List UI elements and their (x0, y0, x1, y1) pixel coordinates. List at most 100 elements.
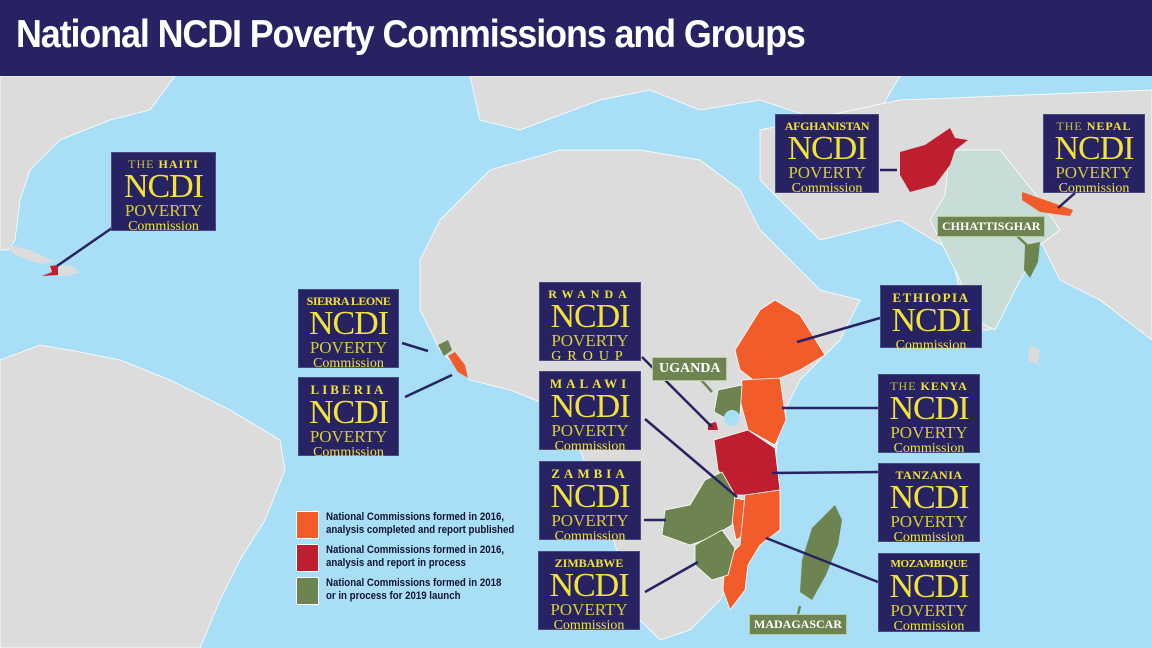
chhattisgarh-highlight (1024, 242, 1040, 278)
panel-country: AFGHANISTAN (784, 119, 870, 133)
liberia-commission-panel[interactable]: LIBERIA NCDI POVERTY Commission (298, 377, 399, 460)
panel-prefix: THE (890, 379, 921, 393)
title-bar: National NCDI Poverty Commissions and Gr… (0, 0, 1152, 76)
panel-country: KENYA (920, 379, 968, 393)
mozambique-commission-panel[interactable]: MOZAMBIQUE NCDI POVERTY Commission (878, 553, 980, 634)
panel-ncdi: NCDI (308, 394, 389, 431)
legend-swatch-red (296, 544, 319, 572)
rwanda-group-panel[interactable]: RWANDA NCDI POVERTY GROUP (539, 282, 641, 364)
cuba-land (5, 244, 55, 264)
panel-poverty: POVERTY (124, 201, 203, 220)
legend-swatch-green (296, 577, 319, 605)
madagascar-highlight (800, 505, 842, 600)
panel-ncdi: NCDI (889, 479, 969, 516)
sierra-leone-leader-line (401, 341, 429, 353)
panel-poverty: POVERTY (551, 331, 629, 350)
legend-line: National Commissions formed in 2018 (326, 577, 502, 589)
sierra-leone-commission-panel[interactable]: SIERRA LEONE NCDI POVERTY Commission (298, 289, 399, 371)
legend-item-new: National Commissions formed in 2018 or i… (296, 577, 540, 605)
tag-label: CHHATTISGHAR (942, 219, 1041, 233)
panel-commission: Commission (553, 618, 625, 633)
malawi-commission-panel[interactable]: MALAWI NCDI POVERTY Commission (539, 371, 641, 454)
sri-lanka-land (1028, 345, 1040, 365)
legend-line: analysis and report in process (326, 557, 466, 569)
chhattisghar-tag[interactable]: CHHATTISGHAR (937, 216, 1046, 237)
tag-label: MADAGASCAR (754, 617, 842, 631)
north-america-land (0, 76, 176, 251)
panel-country: ZIMBABWE (554, 556, 624, 570)
panel-commission: Commission (313, 356, 384, 371)
ethiopia-highlight (734, 299, 826, 386)
panel-commission: Commission (1058, 181, 1130, 196)
panel-ncdi: NCDI (1054, 130, 1134, 167)
panel-commission: Commission (893, 619, 965, 634)
chhattisghar-leader-line (1016, 235, 1031, 249)
uganda-tag[interactable]: UGANDA (652, 357, 728, 381)
page-title: National NCDI Poverty Commissions and Gr… (16, 13, 806, 56)
panel-poverty: POVERTY (309, 338, 388, 357)
panel-poverty: POVERTY (550, 600, 628, 619)
panel-ncdi: NCDI (889, 390, 969, 427)
mozambique-leader-line (765, 536, 879, 584)
haiti-commission-panel[interactable]: THE HAITI NCDI POVERTY Commission (111, 152, 216, 234)
panel-poverty: POVERTY (309, 427, 388, 446)
panel-commission: Commission (893, 441, 965, 456)
haiti-highlight (42, 265, 58, 276)
legend-line: or in process for 2019 launch (326, 590, 461, 602)
nepal-leader-line (1057, 192, 1076, 209)
panel-ncdi: NCDI (550, 478, 630, 515)
panel-country: NEPAL (1086, 119, 1132, 133)
panel-ncdi: NCDI (891, 302, 971, 339)
panel-ncdi: NCDI (549, 567, 629, 604)
panel-commission: Commission (791, 181, 863, 196)
afghanistan-highlight (900, 128, 968, 192)
panel-country: RWANDA (548, 287, 632, 301)
sierra-leone-highlight (438, 340, 452, 356)
madagascar-leader-line (796, 605, 802, 615)
madagascar-tag[interactable]: MADAGASCAR (749, 614, 847, 635)
panel-ncdi: NCDI (550, 388, 630, 425)
ethiopia-commission-panel[interactable]: ETHIOPIA NCDI Commission (880, 285, 982, 353)
panel-country: LIBERIA (310, 382, 387, 397)
panel-commission: Commission (893, 530, 965, 545)
legend-swatch-orange (296, 511, 319, 539)
panel-commission: Commission (554, 439, 626, 454)
panel-commission: Commission (554, 529, 626, 544)
panel-ncdi: NCDI (889, 568, 969, 605)
map-legend: National Commissions formed in 2016, ana… (296, 511, 540, 610)
panel-country: SIERRA LEONE (306, 294, 391, 308)
liberia-leader-line (404, 373, 453, 399)
zimbabwe-leader-line (644, 560, 699, 594)
zambia-commission-panel[interactable]: ZAMBIA NCDI POVERTY Commission (539, 461, 641, 544)
liberia-highlight (448, 352, 468, 378)
panel-country: ETHIOPIA (892, 290, 970, 305)
panel-group: GROUP (551, 349, 629, 364)
panel-country: ZAMBIA (551, 466, 629, 481)
afghanistan-commission-panel[interactable]: AFGHANISTAN NCDI POVERTY Commission (775, 114, 879, 196)
nepal-commission-panel[interactable]: THE NEPAL NCDI POVERTY Commission (1043, 114, 1145, 196)
kenya-commission-panel[interactable]: THE KENYA NCDI POVERTY Commission (878, 374, 980, 456)
zimbabwe-commission-panel[interactable]: ZIMBABWE NCDI POVERTY Commission (538, 551, 640, 633)
tanzania-commission-panel[interactable]: TANZANIA NCDI POVERTY Commission (878, 463, 980, 545)
ethiopia-leader-line (796, 316, 881, 344)
panel-poverty: POVERTY (890, 423, 968, 442)
zambia-highlight (661, 471, 736, 546)
panel-country: HAITI (158, 157, 199, 171)
tanzania-leader-line (771, 470, 881, 475)
lake-victoria (724, 410, 740, 426)
malawi-leader-line (644, 418, 738, 498)
panel-country: MALAWI (549, 376, 631, 391)
panel-commission: Commission (313, 445, 384, 460)
panel-poverty: POVERTY (890, 601, 968, 620)
panel-poverty: POVERTY (788, 163, 866, 182)
south-america-land (0, 344, 286, 648)
legend-line: National Commissions formed in 2016, (326, 544, 505, 556)
panel-prefix: THE (128, 157, 159, 171)
panel-poverty: POVERTY (551, 511, 629, 530)
panel-country: TANZANIA (895, 468, 963, 482)
panel-ncdi: NCDI (787, 130, 867, 167)
haiti-leader-line (56, 226, 113, 268)
nepal-highlight (1022, 192, 1073, 216)
panel-poverty: POVERTY (551, 421, 629, 440)
panel-ncdi: NCDI (123, 168, 204, 205)
